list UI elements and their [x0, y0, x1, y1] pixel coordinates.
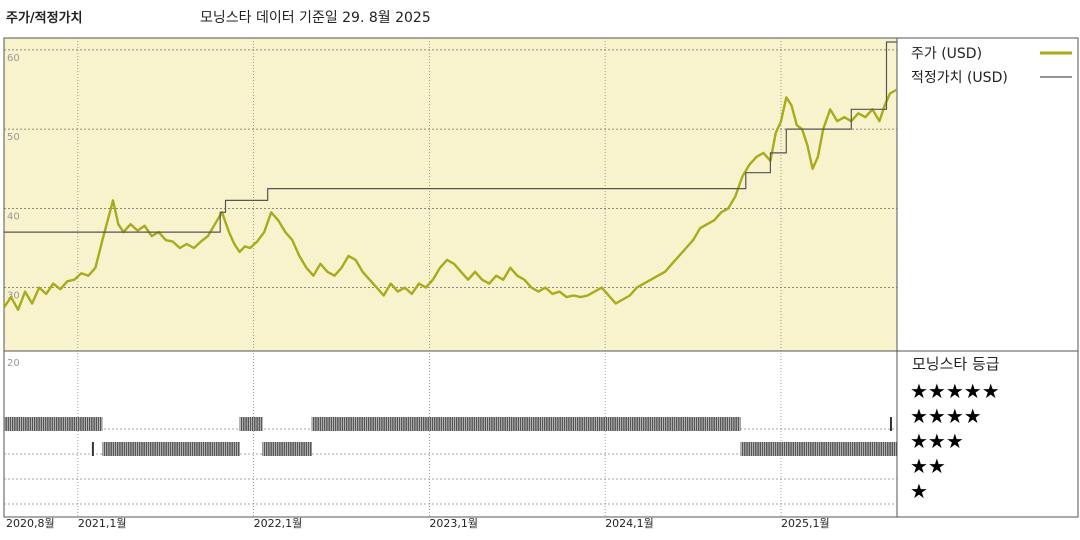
x-axis-ticks: 2020,8월 2021,1월 2022,1월 2023,1월 2024,1월 2025,… — [6, 517, 830, 530]
y-tick-label: 40 — [7, 211, 20, 222]
rating-band — [262, 442, 312, 456]
rating-label: ★ — [910, 479, 928, 503]
y-tick-label: 50 — [7, 132, 20, 143]
rating-mark — [91, 442, 94, 456]
rating-label: ★★★★★ — [910, 379, 1000, 403]
x-tick-label: 2021,1월 — [78, 517, 127, 530]
rating-label: ★★ — [910, 454, 946, 478]
x-tick-label: 2025,1월 — [781, 517, 830, 530]
y-axis-ticks: 60 50 40 30 20 — [7, 53, 20, 369]
rating-labels: ★★★★★★★★★★★★★★★ — [910, 379, 1000, 503]
rating-label: ★★★ — [910, 429, 964, 453]
rating-layer — [4, 417, 897, 456]
fair-value-line — [4, 41, 897, 233]
series-layer — [3, 41, 898, 311]
x-tick-label: 2020,8월 — [6, 517, 55, 530]
y-tick-label: 60 — [7, 53, 20, 64]
price-line — [3, 88, 898, 311]
legend: 주가 (USD) 적정가치 (USD) — [911, 46, 1072, 86]
x-tick-label: 2022,1월 — [254, 517, 303, 530]
rating-band — [239, 417, 263, 431]
chart-title: 주가/적정가치 — [6, 10, 83, 26]
y-tick-label: 30 — [7, 291, 20, 302]
rating-mark — [889, 417, 892, 431]
legend-label: 주가 (USD) — [911, 46, 982, 62]
legend-label: 적정가치 (USD) — [911, 70, 1008, 86]
rating-title: 모닝스타 등급 — [912, 355, 1000, 373]
rating-label: ★★★★ — [910, 404, 982, 428]
price-panel-background — [4, 38, 897, 351]
chart-subtitle: 모닝스타 데이터 기준일 29. 8월 2025 — [200, 10, 431, 26]
y-tick-label: 20 — [7, 358, 20, 369]
x-tick-label: 2024,1월 — [605, 517, 654, 530]
x-tick-label: 2023,1월 — [429, 517, 478, 530]
chart-frame — [3, 37, 1079, 518]
